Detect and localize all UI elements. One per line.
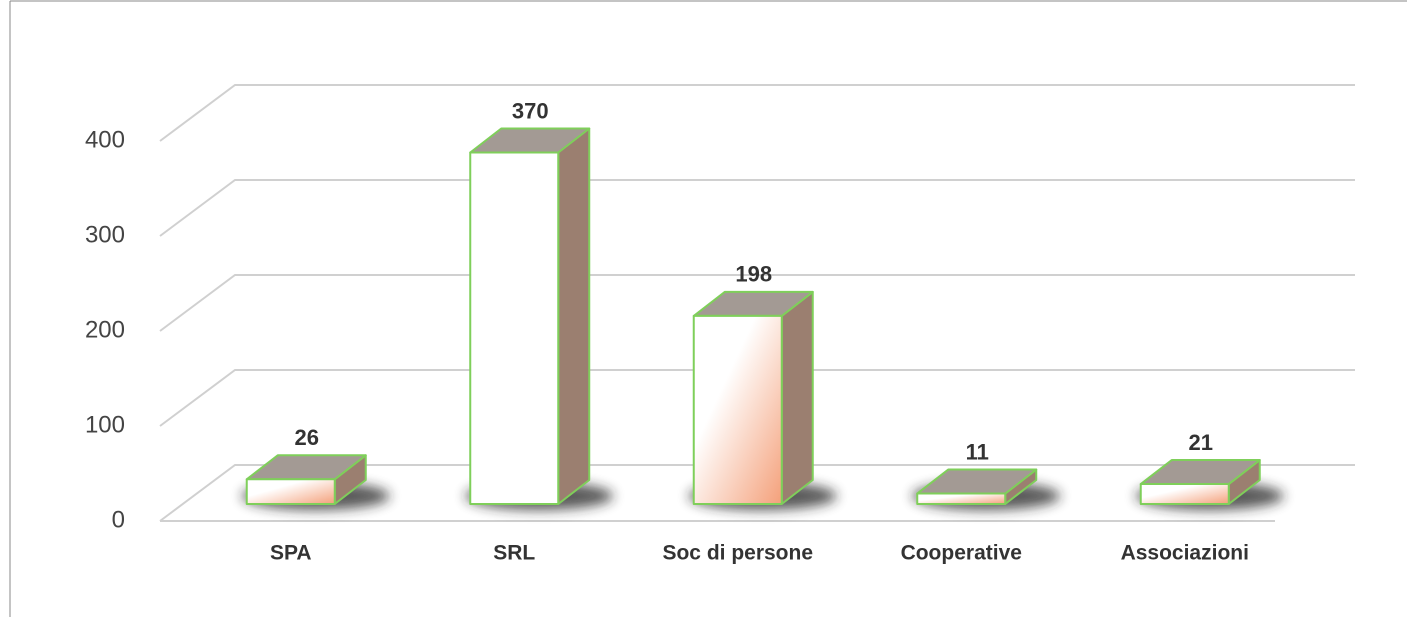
data-label: 370 <box>512 98 549 123</box>
x-tick-label: SPA <box>270 542 312 565</box>
bar-side <box>780 290 814 505</box>
y-tick-label: 0 <box>112 506 125 533</box>
y-tick-label: 100 <box>85 411 125 438</box>
data-label: 26 <box>295 425 319 450</box>
bar-front <box>469 151 560 505</box>
x-tick-label: Cooperative <box>901 542 1022 565</box>
grid-line <box>159 274 1355 332</box>
y-tick-label: 400 <box>85 126 125 153</box>
grid-line <box>159 179 1355 237</box>
bar <box>245 454 367 505</box>
bar-front <box>916 492 1007 505</box>
data-label: 21 <box>1189 430 1213 455</box>
bar <box>469 127 591 505</box>
bar <box>916 468 1038 505</box>
bar <box>692 290 814 505</box>
x-tick-label: Soc di persone <box>662 542 813 565</box>
data-label: 11 <box>966 439 989 464</box>
bar-front <box>245 478 336 505</box>
bar-front <box>692 314 783 505</box>
grid-line <box>159 369 1355 427</box>
grid-line <box>159 464 1355 522</box>
x-tick-label: Associazioni <box>1121 542 1249 565</box>
data-label: 198 <box>735 262 772 287</box>
bar <box>1139 459 1261 505</box>
x-tick-label: SRL <box>493 542 535 565</box>
y-tick-label: 200 <box>85 316 125 343</box>
bar-front <box>1139 483 1230 505</box>
grid-line <box>159 84 1355 142</box>
bar-side <box>557 127 591 505</box>
y-tick-label: 300 <box>85 221 125 248</box>
